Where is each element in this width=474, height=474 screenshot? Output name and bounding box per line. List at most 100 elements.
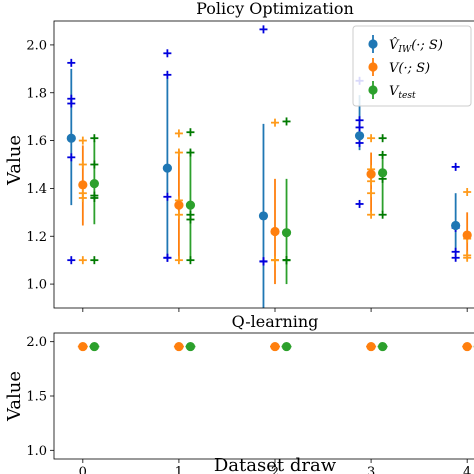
draw-marker [78,160,87,169]
legend-box [352,25,472,107]
top-ticks: 1.0 1.2 1.4 1.6 1.8 2.0 [26,38,468,312]
draw-marker [67,58,76,67]
draw-marker [355,199,364,208]
draw-marker [163,70,172,79]
legend-swatch-point [368,39,378,49]
bottom-y-tick-label: 1.0 [26,444,47,459]
draw-marker [186,210,195,219]
bottom-y-axis-label: Value [4,371,25,422]
draw-marker [78,193,87,202]
top-y-tick-label: 2.0 [26,38,47,53]
draw-marker [451,162,460,171]
bottom-ticks: 1.0 1.5 2.0 0 1 2 3 4 [26,335,471,474]
draw-marker [67,256,76,265]
legend-swatch-point [368,85,378,95]
mean-point [66,133,76,143]
bottom-plot-frame [53,332,474,460]
draw-marker [367,210,376,219]
draw-marker [451,253,460,262]
mean-point [174,200,184,210]
draw-marker [463,253,472,262]
draw-marker [90,160,99,169]
draw-marker [259,25,268,34]
top-chart-title: Policy Optimization [196,0,354,18]
draw-marker [186,148,195,157]
bottom-series-1 [77,341,473,352]
draw-marker [367,189,376,198]
legend-entry-2: V(·; S) [368,58,430,76]
mean-point [258,211,269,221]
draw-marker [174,148,183,157]
draw-marker [282,256,291,265]
mean-point [451,220,461,231]
top-y-tick-label: 1.0 [26,278,47,293]
bottom-x-axis-label: Dataset draw [214,455,337,474]
mean-point [89,179,99,189]
legend-entry-1: V̂IW(·; S) [368,35,443,55]
legend-swatch-point [368,62,378,72]
bottom-mean-point [462,341,472,352]
mean-point [281,228,292,238]
draw-marker [174,129,183,138]
mean-point [270,226,280,237]
draw-marker [367,134,376,143]
legend-entry-3: Vtest [368,81,416,101]
draw-marker [67,153,76,162]
bottom-series-2 [89,341,474,352]
bottom-x-tick-label: 1 [175,465,183,474]
mean-point [354,131,365,141]
top-y-tick-label: 1.6 [26,134,47,149]
bottom-x-tick-label: 4 [463,465,471,474]
bottom-mean-point [281,341,292,352]
mean-point [78,180,88,190]
bottom-mean-point [89,341,99,352]
bottom-marks [77,341,474,352]
draw-marker [163,253,172,262]
series-3 [89,117,388,285]
bottom-x-tick-label: 2 [271,465,279,474]
draw-marker [163,49,172,58]
bottom-x-tick-label: 3 [367,465,375,474]
legend: V̂IW(·; S) V(·; S) Vtest [352,25,472,107]
bottom-mean-point [185,341,196,352]
legend-label: V(·; S) [389,61,430,76]
bottom-y-tick-label: 2.0 [26,335,47,350]
bottom-mean-point [378,341,388,352]
draw-marker [90,193,99,202]
draw-marker [271,256,279,265]
draw-marker [186,256,195,265]
draw-marker [282,117,291,126]
draw-marker [90,256,99,265]
draw-marker [90,134,99,143]
draw-marker [271,118,279,127]
draw-marker [67,99,76,108]
mean-point [366,169,376,179]
draw-marker [163,192,172,201]
series-2 [78,118,472,285]
mean-point [462,230,472,240]
top-y-tick-label: 1.8 [26,86,47,101]
legend-label: Vtest [389,84,416,101]
draw-marker [463,188,472,197]
bottom-mean-point [174,341,184,352]
legend-label: V̂IW(·; S) [389,37,443,55]
draw-marker [355,116,364,125]
bottom-chart-title: Q-learning [232,312,319,331]
bottom-x-tick-label: 0 [79,465,87,474]
draw-marker [378,210,387,219]
mean-point [162,163,172,173]
draw-marker [174,256,183,265]
top-plot-frame [53,20,474,309]
top-y-tick-label: 1.4 [26,182,47,197]
top-y-tick-label: 1.2 [26,230,47,245]
draw-marker [259,257,268,266]
bottom-mean-point [366,341,376,352]
top-y-axis-label: Value [4,135,25,186]
top-marks [66,25,472,308]
draw-marker [186,128,195,137]
bottom-mean-point [270,341,280,352]
draw-marker [378,150,387,159]
mean-point [185,200,196,210]
policy-optimization-panel: Policy Optimization Value 1.01.21.41.61.… [4,0,474,312]
